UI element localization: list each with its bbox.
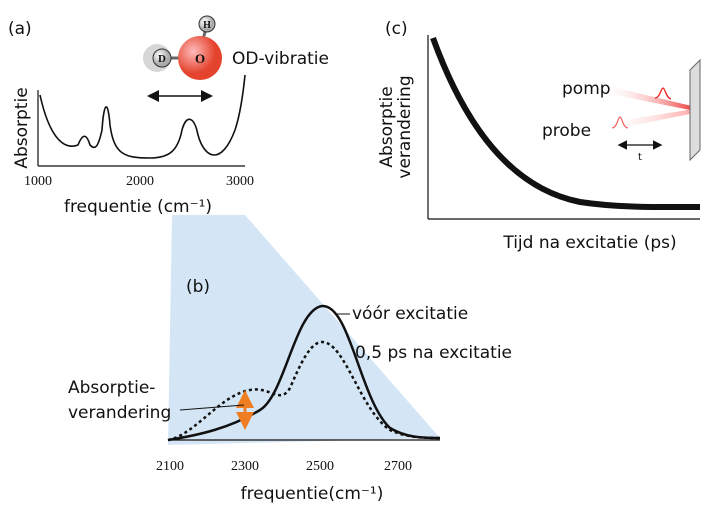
x-tick-label: 2700 bbox=[384, 459, 412, 474]
y-axis-label: verandering bbox=[395, 75, 415, 178]
x-tick-label: 2100 bbox=[156, 459, 184, 474]
x-tick-label: 2300 bbox=[231, 459, 259, 474]
x-tick-label: 2500 bbox=[306, 459, 334, 474]
probe-beam bbox=[600, 108, 700, 132]
atom-label: O bbox=[195, 51, 205, 66]
decay-curve bbox=[430, 36, 701, 211]
x-tick-label: 3000 bbox=[226, 174, 254, 189]
spectrum bbox=[39, 74, 246, 159]
atom-label: H bbox=[203, 20, 211, 31]
pump-label: pomp bbox=[562, 79, 611, 99]
x-axis-label: frequentie(cm⁻¹) bbox=[241, 484, 384, 504]
x-tick-label: 2000 bbox=[126, 174, 154, 189]
delay-label: t bbox=[638, 152, 642, 163]
panel-label: (a) bbox=[8, 19, 32, 39]
y-axis-label: Absorptie bbox=[377, 86, 397, 167]
panel-label: (b) bbox=[186, 277, 210, 297]
probe-label: probe bbox=[542, 121, 591, 141]
x-axis-label: Tijd na excitatie (ps) bbox=[502, 233, 676, 253]
curve-label: 0,5 ps na excitatie bbox=[355, 343, 512, 363]
vibration-label: OD-vibratie bbox=[232, 49, 329, 69]
atom-label: D bbox=[158, 53, 166, 65]
sample bbox=[689, 58, 701, 162]
change-label: verandering bbox=[68, 403, 171, 423]
atom bbox=[178, 36, 222, 80]
pump-beam bbox=[600, 84, 700, 112]
x-tick-label: 1000 bbox=[24, 174, 52, 189]
curve-label: vóór excitatie bbox=[352, 304, 468, 324]
change-label: Absorptie- bbox=[68, 378, 155, 398]
zoom-area bbox=[168, 215, 440, 445]
panel-label: (c) bbox=[385, 19, 408, 39]
atom bbox=[198, 15, 216, 33]
y-axis-label: Absorptie bbox=[12, 87, 32, 168]
atom bbox=[152, 48, 172, 68]
spectrum-after bbox=[167, 340, 441, 442]
x-axis-label: frequentie (cm⁻¹) bbox=[64, 197, 212, 217]
